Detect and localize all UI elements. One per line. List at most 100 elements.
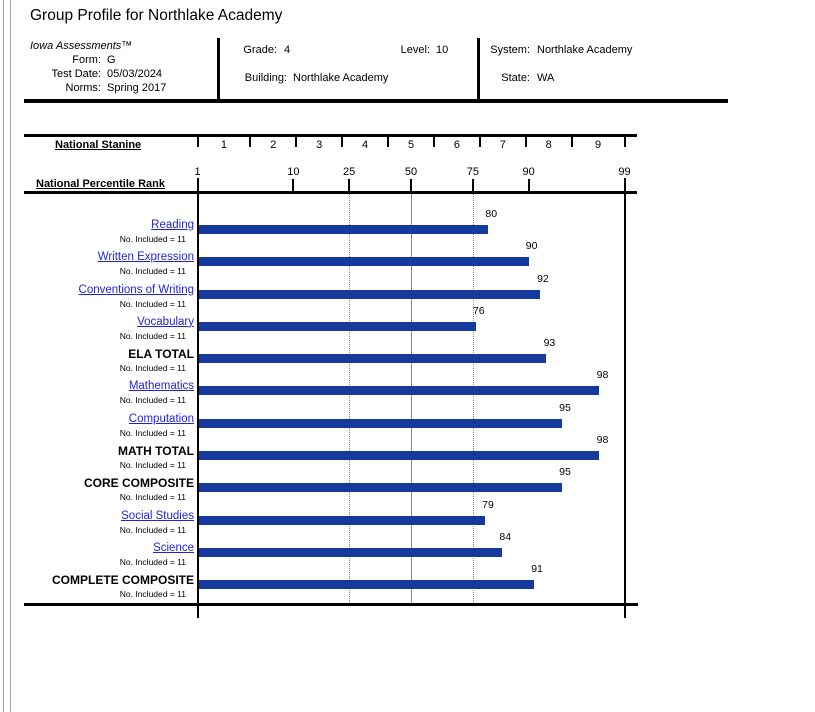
stanine-number: 4 [362, 139, 369, 151]
gridline-dotted [349, 194, 351, 603]
chart-bottom-rule [24, 603, 638, 606]
subject-link[interactable]: Science [153, 541, 194, 554]
level-label: Level: [400, 44, 430, 56]
subject-link[interactable]: Conventions of Writing [78, 283, 194, 296]
percentile-bar [199, 580, 535, 590]
test-date-label: Test Date: [51, 68, 101, 80]
header-divider-1 [217, 38, 220, 100]
stanine-axis-caption: National Stanine [55, 139, 142, 151]
n-included-label: No. Included = 11 [119, 298, 186, 309]
page-title: Group Profile for Northlake Academy [30, 7, 283, 24]
stanine-tick [249, 137, 252, 147]
percentile-tick-label: 90 [522, 166, 535, 178]
stanine-tick [387, 137, 390, 147]
stanine-tick [196, 137, 199, 147]
stanine-tick [341, 137, 344, 147]
percentile-axis-caption: National Percentile Rank [36, 178, 165, 190]
stanine-number: 3 [316, 139, 323, 151]
percentile-bar [199, 225, 489, 234]
n-included-label: No. Included = 11 [119, 427, 186, 438]
stanine-number: 8 [545, 139, 552, 151]
percentile-tick [292, 179, 295, 192]
percentile-tick-label: 1 [194, 166, 201, 178]
gridline-solid [411, 194, 412, 603]
percentile-bar [199, 257, 529, 267]
subject-label-total: CORE COMPOSITE [83, 476, 194, 491]
chart-top-rule [24, 191, 637, 194]
bar-value-label: 80 [485, 208, 498, 220]
product-name: Iowa Assessments™ [30, 40, 133, 52]
stanine-number: 9 [594, 139, 602, 151]
norms-value: Spring 2017 [107, 82, 167, 94]
percentile-bar [199, 515, 485, 525]
bar-value-label: 90 [525, 240, 538, 253]
grade-value: 4 [284, 44, 291, 56]
state-value: WA [537, 72, 555, 84]
percentile-tick-label: 10 [287, 166, 300, 178]
header-divider-2 [477, 38, 480, 100]
subject-label-total: MATH TOTAL [118, 443, 194, 458]
subject-link[interactable]: Written Expression [97, 251, 194, 264]
percentile-bar [199, 483, 562, 493]
n-included-label: No. Included = 11 [119, 589, 186, 600]
form-label: Form: [72, 54, 101, 66]
level-value: 10 [436, 44, 449, 56]
page-left-border-inner [10, 0, 11, 712]
bar-value-label: 93 [543, 337, 556, 350]
n-included-label: No. Included = 11 [119, 363, 186, 374]
form-value: G [107, 54, 116, 66]
test-date-value: 05/03/2024 [107, 68, 163, 80]
bar-value-label: 92 [537, 272, 549, 285]
n-included-label: No. Included = 11 [119, 459, 186, 470]
system-value: Northlake Academy [537, 44, 633, 56]
percentile-tick-label: 25 [342, 166, 356, 178]
stanine-tick [295, 137, 298, 147]
percentile-bar [199, 418, 562, 428]
bar-value-label: 79 [482, 498, 494, 511]
grade-label: Grade: [243, 44, 277, 56]
subject-label-total: ELA TOTAL [128, 347, 194, 362]
subject-link[interactable]: Computation [128, 412, 194, 425]
percentile-tick [410, 179, 412, 192]
percentile-tick [348, 179, 351, 192]
subject-link[interactable]: Social Studies [121, 509, 194, 522]
subject-link[interactable]: Reading [151, 219, 194, 231]
bar-value-label: 98 [596, 369, 609, 382]
page-left-border-outer [3, 0, 4, 712]
stanine-tick [478, 137, 481, 147]
stanine-number: 1 [220, 139, 227, 151]
n-included-label: No. Included = 11 [119, 330, 186, 341]
building-value: Northlake Academy [293, 72, 389, 84]
subject-link[interactable]: Mathematics [128, 380, 194, 393]
norms-label: Norms: [65, 82, 101, 94]
stanine-axis-line [24, 134, 637, 137]
bar-value-label: 76 [472, 304, 485, 317]
subject-label-total: COMPLETE COMPOSITE [51, 573, 194, 588]
percentile-bar [199, 321, 476, 331]
bar-value-label: 95 [559, 466, 571, 479]
stanine-tick [524, 137, 527, 147]
stanine-number: 5 [407, 139, 415, 151]
percentile-bar [199, 289, 540, 299]
percentile-bar [199, 354, 547, 364]
percentile-tick-label: 99 [618, 166, 631, 178]
subject-link[interactable]: Vocabulary [137, 315, 194, 328]
percentile-tick-label: 50 [404, 166, 418, 178]
bar-value-label: 91 [531, 563, 543, 576]
percentile-bar [199, 386, 600, 396]
n-included-label: No. Included = 11 [119, 492, 186, 503]
building-label: Building: [244, 72, 287, 84]
system-label: System: [490, 44, 530, 56]
stanine-number: 6 [453, 139, 460, 151]
percentile-bar [199, 547, 503, 557]
n-included-label: No. Included = 11 [119, 395, 186, 406]
state-label: State: [501, 72, 530, 84]
stanine-tick [570, 137, 573, 147]
stanine-tick [432, 137, 435, 147]
n-included-label: No. Included = 11 [119, 556, 186, 567]
right-axis-line [623, 178, 626, 618]
bar-value-label: 98 [596, 433, 609, 446]
n-included-label: No. Included = 11 [119, 234, 186, 244]
